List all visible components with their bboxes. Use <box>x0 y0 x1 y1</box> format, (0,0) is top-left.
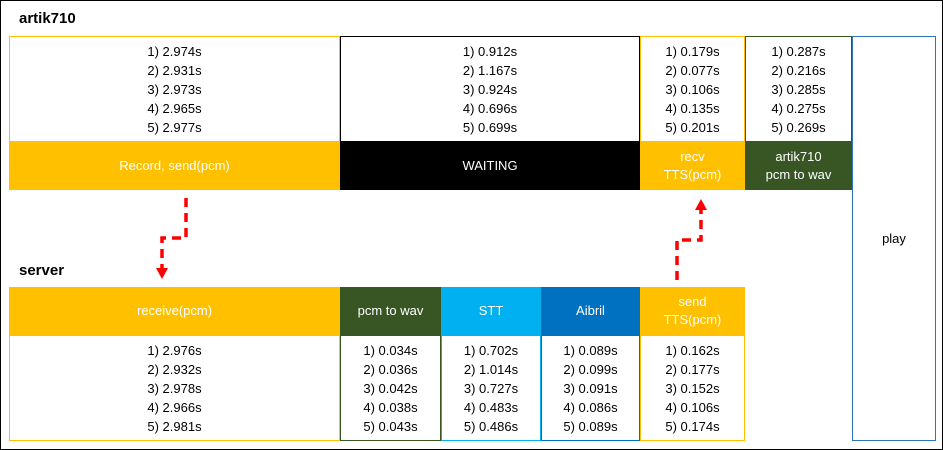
time-entry: 5) 2.981s <box>147 418 202 434</box>
step-waiting: WAITING <box>340 142 640 190</box>
time-entry: 3) 0.106s <box>665 81 720 97</box>
time-entry: 3) 0.042s <box>363 380 418 396</box>
time-entry: 4) 0.696s <box>462 100 518 116</box>
time-entry: 2) 2.932s <box>147 361 202 377</box>
time-entry: 4) 0.483s <box>463 399 519 415</box>
step-send-tts: send TTS(pcm) <box>640 287 745 335</box>
server-section-title: server <box>19 262 65 279</box>
step-play: play <box>852 36 936 441</box>
time-entry: 1) 0.089s <box>563 342 618 358</box>
time-entry: 3) 0.285s <box>771 81 826 97</box>
step-label: play <box>882 231 906 246</box>
step-label: Aibril <box>576 303 605 318</box>
arrow-server-to-artik <box>675 199 707 280</box>
time-entry: 1) 0.287s <box>771 43 826 59</box>
time-entry: 1) 2.976s <box>147 342 202 358</box>
time-entry: 1) 0.702s <box>463 342 519 358</box>
step-label-line2: pcm to wav <box>765 167 832 182</box>
step-label: WAITING <box>462 158 518 173</box>
time-entry: 2) 0.077s <box>665 62 720 78</box>
step-label-line2: TTS(pcm) <box>663 167 722 182</box>
step-record-send: Record, send(pcm) <box>9 142 340 190</box>
time-entry: 2) 2.931s <box>147 62 202 78</box>
time-entry: 3) 0.152s <box>665 380 720 396</box>
time-entry: 5) 0.201s <box>665 119 720 135</box>
time-entry: 4) 2.966s <box>147 399 202 415</box>
time-entry: 4) 0.086s <box>563 399 618 415</box>
time-entry: 5) 2.977s <box>147 119 202 135</box>
time-entry: 2) 0.216s <box>771 62 826 78</box>
time-entry: 5) 0.043s <box>363 418 418 434</box>
artik-wav-times: 1) 0.287s 2) 0.216s 3) 0.285s 4) 0.275s … <box>745 36 852 142</box>
time-entry: 5) 0.699s <box>462 119 518 135</box>
step-aibril: Aibril <box>541 287 640 335</box>
time-entry: 4) 2.965s <box>147 100 202 116</box>
step-stt: STT <box>441 287 541 335</box>
time-entry: 4) 0.106s <box>665 399 720 415</box>
step-server-pcm-to-wav: pcm to wav <box>340 287 441 335</box>
step-label: STT <box>478 303 504 318</box>
time-entry: 5) 0.486s <box>463 418 519 434</box>
artik-section-title: artik710 <box>19 10 76 27</box>
step-label-line1: send <box>678 294 707 309</box>
time-entry: 3) 0.091s <box>563 380 618 396</box>
time-entry: 3) 0.727s <box>463 380 519 396</box>
step-artik-pcm-to-wav: artik710 pcm to wav <box>745 142 852 190</box>
time-entry: 3) 0.924s <box>462 81 518 97</box>
server-send-times: 1) 0.162s 2) 0.177s 3) 0.152s 4) 0.106s … <box>640 335 745 441</box>
time-entry: 4) 0.275s <box>771 100 826 116</box>
time-entry: 5) 0.174s <box>665 418 720 434</box>
server-aibril-times: 1) 0.089s 2) 0.099s 3) 0.091s 4) 0.086s … <box>541 335 640 441</box>
time-entry: 1) 0.179s <box>665 43 720 59</box>
time-entry: 5) 0.089s <box>563 418 618 434</box>
server-wav-times: 1) 0.034s 2) 0.036s 3) 0.042s 4) 0.038s … <box>340 335 441 441</box>
artik-waiting-times: 1) 0.912s 2) 1.167s 3) 0.924s 4) 0.696s … <box>340 36 640 142</box>
time-entry: 1) 2.974s <box>147 43 202 59</box>
server-receive-times: 1) 2.976s 2) 2.932s 3) 2.978s 4) 2.966s … <box>9 335 340 441</box>
artik-recv-times: 1) 0.179s 2) 0.077s 3) 0.106s 4) 0.135s … <box>640 36 745 142</box>
step-label-line1: recv <box>680 149 705 164</box>
arrow-artik-to-server <box>156 198 188 279</box>
artik-record-times: 1) 2.974s 2) 2.931s 3) 2.973s 4) 2.965s … <box>9 36 340 142</box>
step-label: receive(pcm) <box>136 303 213 318</box>
step-label-line2: TTS(pcm) <box>663 312 722 327</box>
step-recv-tts: recv TTS(pcm) <box>640 142 745 190</box>
time-entry: 2) 1.014s <box>463 361 519 377</box>
time-entry: 2) 1.167s <box>462 62 518 78</box>
step-receive-pcm: receive(pcm) <box>9 287 340 335</box>
time-entry: 5) 0.269s <box>771 119 826 135</box>
time-entry: 2) 0.177s <box>665 361 720 377</box>
time-entry: 1) 0.034s <box>363 342 418 358</box>
time-entry: 3) 2.973s <box>147 81 202 97</box>
time-entry: 1) 0.162s <box>665 342 720 358</box>
step-label: Record, send(pcm) <box>119 158 230 173</box>
time-entry: 4) 0.038s <box>363 399 418 415</box>
step-label: pcm to wav <box>357 303 424 318</box>
time-entry: 2) 0.036s <box>363 361 418 377</box>
step-label-line1: artik710 <box>775 149 822 164</box>
time-entry: 4) 0.135s <box>665 100 720 116</box>
time-entry: 1) 0.912s <box>462 43 518 59</box>
server-stt-times: 1) 0.702s 2) 1.014s 3) 0.727s 4) 0.483s … <box>441 335 541 441</box>
time-entry: 2) 0.099s <box>563 361 618 377</box>
time-entry: 3) 2.978s <box>147 380 202 396</box>
